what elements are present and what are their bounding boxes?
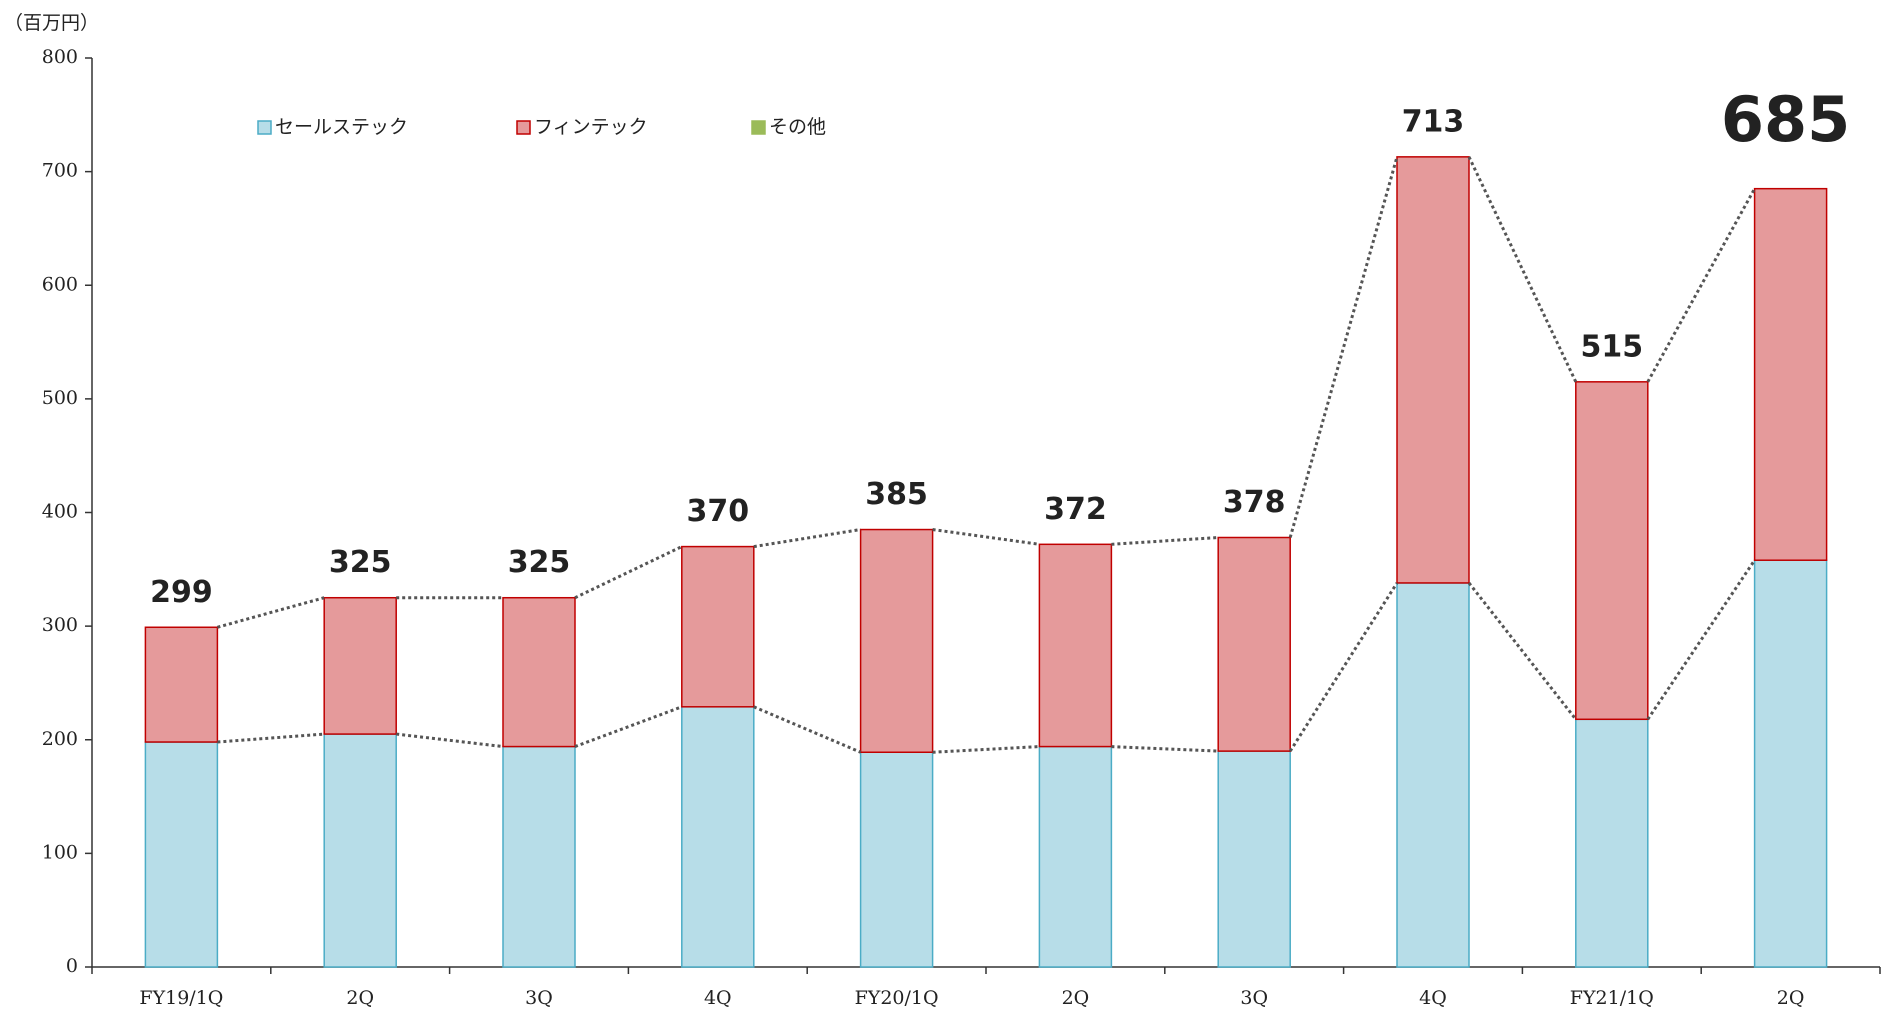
y-tick-label: 800 xyxy=(42,46,78,68)
x-tick-label: 4Q xyxy=(1419,987,1447,1009)
total-label: 299 xyxy=(150,575,213,610)
bar-segment xyxy=(1217,750,1291,968)
x-tick-label: 4Q xyxy=(704,987,732,1009)
bar-segment xyxy=(323,733,397,968)
x-tick-label: 3Q xyxy=(525,987,553,1009)
total-label: 325 xyxy=(329,545,392,580)
bar-segment xyxy=(144,741,219,968)
x-tick-label: 2Q xyxy=(346,987,374,1009)
y-axis-label: （百万円） xyxy=(4,12,99,34)
bar-segment xyxy=(1396,582,1470,968)
bar-segment xyxy=(1038,543,1113,748)
connector-line xyxy=(217,156,1756,629)
total-label: 370 xyxy=(686,494,749,529)
legend-swatch xyxy=(751,120,766,135)
y-tick-label: 0 xyxy=(66,955,78,977)
y-tick-label: 300 xyxy=(42,614,78,636)
legend-swatch xyxy=(257,120,272,135)
total-label: 713 xyxy=(1402,104,1465,139)
connector-line xyxy=(217,559,1756,754)
bar-segment xyxy=(1575,381,1649,721)
y-tick-label: 200 xyxy=(42,728,78,750)
bar-segment xyxy=(859,528,934,753)
total-label: 385 xyxy=(865,477,928,512)
y-tick-label: 500 xyxy=(42,387,78,409)
bar-segment xyxy=(1753,187,1828,561)
bar-segment xyxy=(502,596,576,748)
total-label: 515 xyxy=(1580,329,1643,364)
x-tick-label: FY21/1Q xyxy=(1570,987,1654,1009)
total-label: 378 xyxy=(1223,485,1286,520)
bar-segment xyxy=(502,745,576,968)
bar-segment xyxy=(681,706,755,968)
bar-segment xyxy=(1753,559,1828,968)
x-tick-label: 3Q xyxy=(1240,987,1268,1009)
legend-label: フィンテック xyxy=(534,116,648,138)
bar-segment xyxy=(1575,718,1649,968)
bar-segment xyxy=(1396,156,1470,584)
total-label: 372 xyxy=(1044,492,1107,527)
y-tick-label: 600 xyxy=(42,273,78,295)
bar-segment xyxy=(681,545,755,708)
bar-segment xyxy=(1038,745,1113,968)
bar-segment xyxy=(859,751,934,968)
bar-segment xyxy=(144,626,219,743)
y-tick-label: 400 xyxy=(42,501,78,523)
total-label: 325 xyxy=(508,545,571,580)
x-tick-label: 2Q xyxy=(1062,987,1090,1009)
y-tick-label: 100 xyxy=(42,841,78,863)
bar-segment xyxy=(1217,536,1291,752)
x-tick-label: FY20/1Q xyxy=(855,987,939,1009)
x-tick-label: 2Q xyxy=(1777,987,1805,1009)
legend-label: その他 xyxy=(769,116,826,138)
legend-swatch xyxy=(516,120,531,135)
x-tick-label: FY19/1Q xyxy=(139,987,223,1009)
legend-label: セールステック xyxy=(275,116,408,138)
y-tick-label: 700 xyxy=(42,160,78,182)
bar-segment xyxy=(323,596,397,735)
total-label: 685 xyxy=(1721,83,1850,156)
